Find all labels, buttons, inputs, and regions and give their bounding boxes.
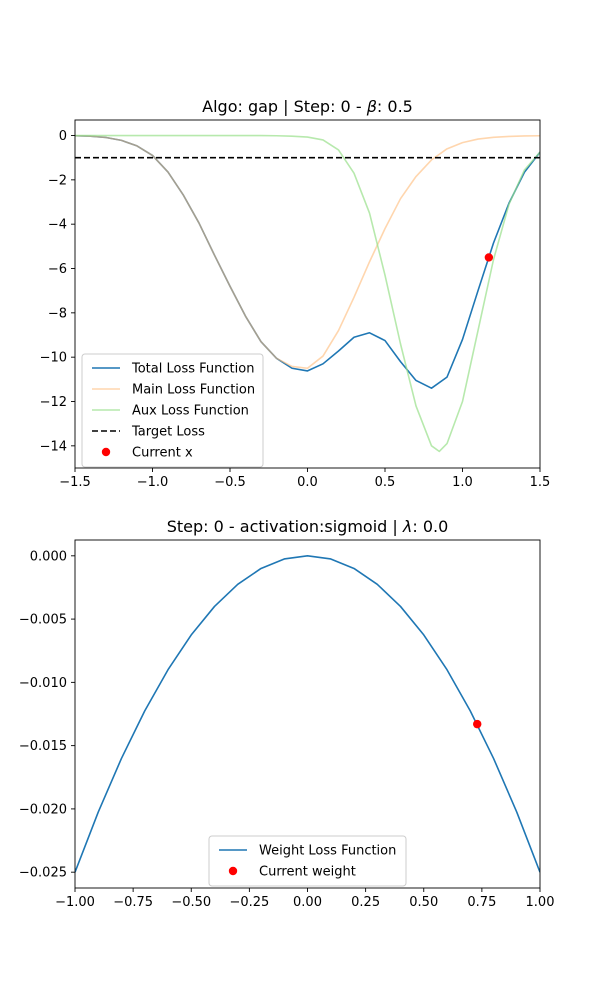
marker-point-0 [473, 719, 482, 729]
legend-label: Target Loss [131, 425, 205, 440]
x-tick-label: 1.0 [452, 475, 473, 490]
x-tick-label: −0.25 [229, 895, 269, 910]
x-tick-label: 0.0 [297, 475, 318, 490]
x-tick-label: 0.75 [467, 895, 496, 910]
x-tick-label: 0.25 [351, 895, 380, 910]
legend-swatch-marker [101, 447, 111, 457]
legend: Weight Loss Function Current weight [208, 835, 407, 887]
top-plot-area: −1.5 −1.0 −0.5 0.0 0.5 1.0 1.5 0 −2 −4 −6 −8 −10 −12 −… [40, 119, 551, 490]
x-tick-label: −0.75 [113, 895, 153, 910]
x-tick-label: 1.00 [526, 895, 555, 910]
y-tick-label: 0.000 [30, 549, 67, 564]
y-tick-label: −4 [48, 218, 67, 233]
marker-point-0 [484, 253, 494, 262]
bottom-chart-title: Step: 0 - activation:sigmoid | λ: 0.0 [167, 517, 449, 536]
legend-label: Current x [132, 446, 193, 461]
legend-label: Current weight [259, 865, 356, 880]
plot-series-group [75, 134, 540, 453]
legend-swatch-marker [228, 866, 238, 876]
x-tick-label: 0.5 [375, 475, 396, 490]
y-tick-label: −0.020 [19, 802, 67, 817]
legend-label: Weight Loss Function [259, 844, 396, 859]
y-tick-label: −8 [48, 306, 67, 321]
y-tick-label: −6 [48, 262, 67, 277]
x-tick-label: −1.0 [137, 475, 169, 490]
legend-box [81, 353, 264, 468]
series-line-2 [75, 134, 540, 453]
y-tick-label: −0.025 [19, 866, 67, 881]
x-tick-label: 1.5 [530, 475, 551, 490]
y-tick-label: −0.010 [19, 676, 67, 691]
legend-label: Total Loss Function [131, 362, 254, 377]
legend: Total Loss Function Main Loss Function Aux… [81, 353, 264, 468]
y-tick-label: −14 [40, 439, 67, 454]
legend-box [208, 835, 407, 887]
series-line-0 [75, 555, 540, 873]
plot-series-group [75, 555, 540, 873]
x-tick-label: 0.50 [409, 895, 438, 910]
top-chart: Algo: gap | Step: 0 - β: 0.5 −1.5 −1.0 −0.… [40, 97, 551, 490]
y-tick-label: −0.005 [19, 613, 67, 628]
series-line-1 [75, 134, 540, 370]
x-tick-label: 0.00 [293, 895, 322, 910]
x-tick-label: −0.50 [171, 895, 211, 910]
x-tick-label: −1.00 [55, 895, 95, 910]
bottom-chart: Step: 0 - activation:sigmoid | λ: 0.0 −1… [19, 517, 555, 910]
top-chart-title: Algo: gap | Step: 0 - β: 0.5 [202, 97, 413, 116]
y-tick-label: −0.015 [19, 739, 67, 754]
x-tick-label: −1.5 [59, 475, 91, 490]
legend-label: Main Loss Function [132, 383, 255, 398]
y-tick-label: −12 [40, 395, 67, 410]
x-tick-label: −0.5 [214, 475, 246, 490]
y-tick-label: 0 [59, 129, 67, 144]
y-tick-label: −2 [48, 173, 67, 188]
bottom-plot-area: −1.00 −0.75 −0.50 −0.25 0.00 0.25 0.50 0.75 1.00… [19, 539, 555, 910]
legend-label: Aux Loss Function [132, 404, 249, 419]
y-tick-label: −10 [40, 351, 67, 366]
